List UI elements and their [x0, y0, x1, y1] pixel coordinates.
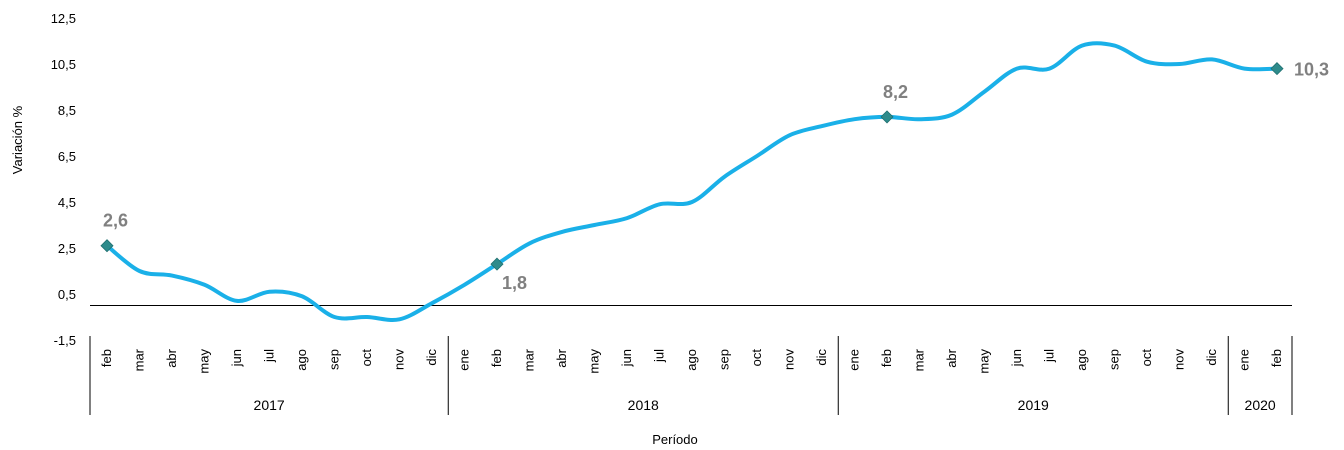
x-tick-label: abr — [554, 348, 569, 367]
data-point-marker — [100, 239, 114, 253]
x-tick-label: jul — [262, 349, 277, 363]
data-labels: 2,6 1,8 8,2 10,3 — [103, 60, 1329, 294]
y-tick-label: 12,5 — [51, 11, 76, 26]
y-axis-title: Variación % — [10, 105, 25, 174]
x-tick-label: jun — [619, 349, 634, 367]
x-tick-label: dic — [814, 349, 829, 366]
data-label: 10,3 — [1294, 60, 1329, 80]
x-tick-label: feb — [1269, 349, 1284, 367]
x-tick-label: sep — [1107, 349, 1122, 370]
x-tick-label: sep — [717, 349, 732, 370]
data-point-marker — [490, 257, 504, 271]
year-group-label: 2020 — [1245, 397, 1276, 413]
x-tick-label: feb — [879, 349, 894, 367]
y-tick-label: 6,5 — [58, 149, 76, 164]
y-tick-label: 2,5 — [58, 241, 76, 256]
plot-area — [90, 41, 1292, 322]
data-label: 8,2 — [883, 82, 908, 102]
x-tick-label: jul — [1042, 349, 1057, 363]
x-tick-label: ago — [684, 349, 699, 371]
x-axis-title: Período — [652, 432, 698, 447]
x-tick-label: nov — [392, 349, 407, 370]
x-tick-label: oct — [1139, 349, 1154, 367]
x-tick-label: nov — [782, 349, 797, 370]
x-tick-label: jun — [229, 349, 244, 367]
data-label: 2,6 — [103, 211, 128, 231]
year-group-label: 2018 — [628, 397, 659, 413]
year-group-label: 2019 — [1018, 397, 1049, 413]
x-tick-label: abr — [944, 348, 959, 367]
y-tick-label: 0,5 — [58, 287, 76, 302]
x-tick-label: nov — [1172, 349, 1187, 370]
x-tick-label: may — [587, 349, 602, 374]
x-tick-label: may — [197, 349, 212, 374]
x-tick-label: oct — [749, 349, 764, 367]
x-tick-label: feb — [99, 349, 114, 367]
x-tick-label: oct — [359, 349, 374, 367]
x-tick-label: feb — [489, 349, 504, 367]
x-tick-label: ene — [457, 349, 472, 371]
x-tick-label: mar — [912, 348, 927, 371]
x-tick-label: dic — [1204, 349, 1219, 366]
x-tick-label: ago — [1074, 349, 1089, 371]
x-tick-label: mar — [132, 348, 147, 371]
x-tick-label: ene — [847, 349, 862, 371]
y-tick-label: 8,5 — [58, 103, 76, 118]
x-tick-label: may — [977, 349, 992, 374]
y-tick-label: 4,5 — [58, 195, 76, 210]
x-tick-label: ene — [1237, 349, 1252, 371]
x-tick-label: dic — [424, 349, 439, 366]
x-tick-label: jul — [652, 349, 667, 363]
x-tick-label: jun — [1009, 349, 1024, 367]
data-label: 1,8 — [502, 273, 527, 293]
x-axis: feb mar abr may jun jul ago sep oct nov dic ene feb m… — [89, 336, 1293, 415]
y-tick-label: 10,5 — [51, 57, 76, 72]
x-tick-label: mar — [522, 348, 537, 371]
series-line — [105, 41, 1279, 322]
x-tick-label: ago — [294, 349, 309, 371]
data-point-marker — [880, 110, 894, 124]
year-group-label: 2017 — [254, 397, 285, 413]
y-tick-label: -1,5 — [54, 333, 76, 348]
data-point-marker — [1270, 62, 1284, 76]
x-tick-label: sep — [327, 349, 342, 370]
y-axis-ticks: 12,5 10,5 8,5 6,5 4,5 2,5 0,5 -1,5 — [51, 11, 76, 348]
x-tick-label: abr — [164, 348, 179, 367]
